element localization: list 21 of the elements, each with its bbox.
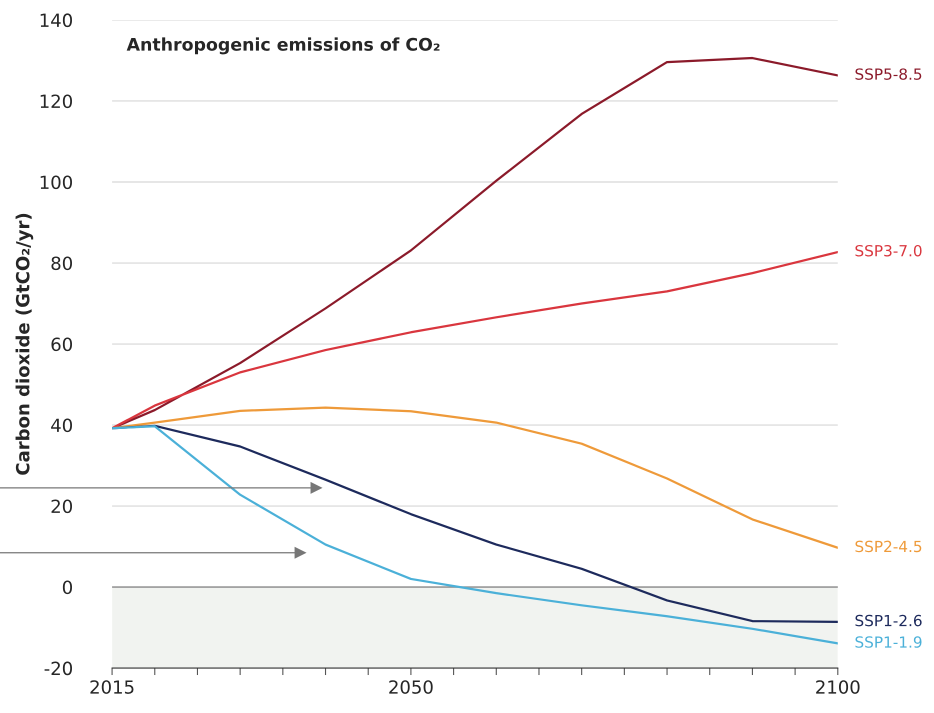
line-series (112, 250, 838, 430)
series-label: SSP3-7.0 (855, 244, 922, 257)
series-label: SSP5-8.5 (855, 68, 922, 80)
x-tick-label: 2100 (816, 680, 860, 694)
y-tick-label: 0 (62, 580, 72, 594)
x-tick-label: 2015 (90, 680, 134, 694)
series-label: SSP1-1.9 (855, 636, 922, 648)
y-tick-label: 20 (52, 500, 72, 514)
series-label: SSP2-4.5 (855, 540, 922, 552)
text: Anthropogenic emissions of CO₂ (126, 37, 440, 54)
y-axis-title: Carbon dioxide (GtCO₂/yr) (16, 214, 34, 475)
y-tick-label: 100 (40, 175, 72, 190)
y-tick-label: 40 (51, 418, 72, 432)
y-tick-label: 80 (51, 256, 72, 270)
y-tick-label: -20 (44, 662, 72, 676)
y-tick-label: 120 (40, 94, 72, 108)
series-label: SSP1-2.6 (855, 614, 922, 626)
line-series (112, 406, 838, 549)
y-tick-label: 60 (51, 337, 72, 352)
x-tick-label: 2050 (389, 680, 433, 694)
y-tick-label: 140 (40, 13, 72, 28)
